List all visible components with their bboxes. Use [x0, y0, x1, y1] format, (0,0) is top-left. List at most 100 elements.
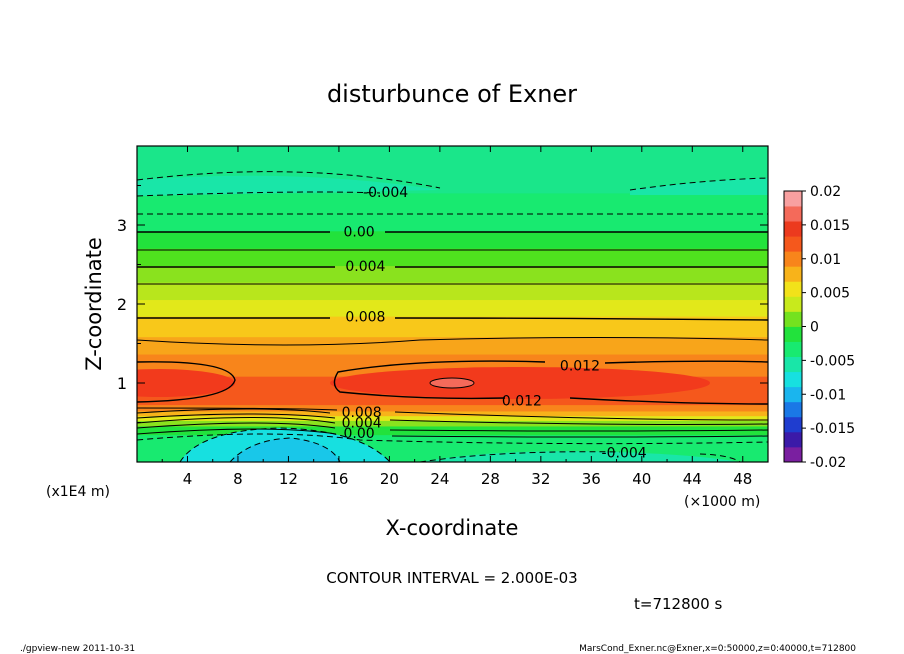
colorbar-swatch	[784, 341, 802, 358]
contour-label: 0.012	[560, 359, 600, 375]
x-tick-label: 8	[233, 470, 243, 488]
footer-right: MarsCond_Exner.nc@Exner,x=0:50000,z=0:40…	[579, 644, 856, 654]
colorbar-swatch	[784, 386, 802, 403]
contour-label: 0.008	[345, 310, 385, 326]
color-band	[137, 416, 768, 422]
colorbar-swatch	[784, 446, 802, 463]
colorbar-tick-label: -0.015	[810, 421, 855, 437]
colorbar-tick-label: 0.015	[810, 218, 850, 234]
contour-label: 0.012	[502, 393, 542, 409]
x-tick-label: 12	[279, 470, 298, 488]
contour-label: 0.00	[344, 224, 375, 240]
max-region-left	[137, 369, 235, 397]
y-tick-label: 3	[117, 216, 127, 235]
color-band	[137, 300, 768, 318]
colorbar-swatch	[784, 281, 802, 297]
color-band	[137, 316, 768, 338]
contour-labels: -0.0040.000.0040.0080.0120.0120.0080.004…	[342, 185, 647, 462]
contour-012-center	[333, 360, 768, 405]
x-tick-label: 28	[481, 470, 500, 488]
contour-neg-top-left	[137, 171, 441, 189]
color-band	[137, 426, 768, 436]
x-tick-label: 24	[430, 470, 449, 488]
colorbar-swatch	[784, 356, 802, 373]
x-tick-label: 36	[582, 470, 601, 488]
colorbar-swatch	[784, 311, 802, 327]
contour-low-3	[137, 417, 336, 424]
contour-low-5	[137, 428, 768, 438]
contour-neg-top-right	[629, 177, 768, 191]
colorbar-swatch	[784, 236, 802, 252]
footer-left: ./gpview-new 2011-10-31	[20, 644, 135, 654]
contour-field: -0.0040.000.0040.0080.0120.0120.0080.004…	[137, 146, 768, 462]
x-tick-label: 16	[329, 470, 348, 488]
colorbar-swatch	[784, 431, 802, 448]
contour-interval-text: CONTOUR INTERVAL = 2.000E-03	[326, 569, 577, 587]
color-band	[137, 337, 768, 356]
colorbar-swatch	[784, 191, 802, 207]
contour-label: 0.008	[342, 405, 382, 421]
contour-low-1	[137, 408, 331, 414]
time-text: t=712800 s	[634, 595, 722, 613]
y-axis-label: Z-coordinate	[82, 237, 106, 371]
max-region-center	[330, 367, 710, 399]
peak-region	[430, 378, 474, 388]
contour-label: 0.004	[342, 416, 382, 432]
x-tick-label: 40	[632, 470, 651, 488]
contour-neg-low-2	[179, 427, 391, 462]
colorbar-swatch	[784, 416, 802, 433]
colorbar-swatch	[784, 251, 802, 267]
color-band	[137, 405, 768, 412]
contour-010	[137, 337, 768, 346]
contour-neg-low-1	[137, 433, 768, 445]
colorbar-ticks: 0.02 0.015 0.01 0.005 0 -0.005 -0.01 -0.015 -0.0…	[802, 184, 855, 471]
contour-label: -0.004	[602, 446, 647, 462]
negative-region-right	[630, 178, 768, 195]
x-tick-label: 48	[733, 470, 752, 488]
colorbar-tick-label: -0.02	[810, 455, 846, 471]
contour-lines	[137, 171, 768, 462]
contour-peak	[429, 377, 475, 389]
contour-008	[137, 317, 768, 321]
y-tick-label: 1	[117, 374, 127, 393]
color-band	[137, 420, 768, 427]
color-band	[137, 193, 768, 232]
colorbar-tick-label: -0.005	[810, 353, 855, 369]
contour-neg-top-left-2	[137, 191, 381, 197]
y-tick-label: 2	[117, 295, 127, 314]
x-tick-label: 20	[380, 470, 399, 488]
color-band	[137, 282, 768, 301]
negative-region-left	[137, 175, 440, 196]
x-tick-label: 44	[683, 470, 702, 488]
x-axis-label: X-coordinate	[386, 516, 519, 540]
chart-title: disturbunce of Exner	[327, 80, 577, 108]
color-band	[137, 248, 768, 267]
colorbar-tick-label: 0.01	[810, 252, 841, 268]
colorbar-swatch	[784, 326, 802, 342]
x-axis-ticks: 4 8 12 16 20 24 28 32 36 40 44 48	[161, 146, 769, 488]
min-core-bottom	[230, 438, 340, 462]
x-tick-label: 32	[531, 470, 550, 488]
contour-012-left	[137, 361, 236, 403]
colorbar-tick-label: -0.01	[810, 387, 846, 403]
contour-label: 0.004	[345, 259, 385, 275]
colorbar-swatch	[784, 296, 802, 312]
colorbar-swatch	[784, 371, 802, 388]
contour-label: -0.004	[363, 185, 408, 201]
y-axis-unit: (x1E4 m)	[46, 484, 110, 500]
x-tick-label: 4	[183, 470, 193, 488]
contour-label: 0.00	[344, 426, 375, 442]
colorbar-swatch	[784, 401, 802, 418]
contour-low-2	[137, 413, 768, 425]
color-band	[137, 266, 768, 284]
colorbar	[784, 191, 802, 463]
contour-010-low	[137, 407, 768, 421]
contour-low-4	[137, 422, 768, 432]
colorbar-tick-label: 0	[810, 320, 819, 336]
colorbar-swatch	[784, 206, 802, 222]
color-band	[137, 231, 768, 250]
colorbar-tick-label: 0.02	[810, 184, 841, 200]
y-axis-ticks: 1 2 3	[117, 185, 768, 423]
colorbar-swatch	[784, 221, 802, 237]
